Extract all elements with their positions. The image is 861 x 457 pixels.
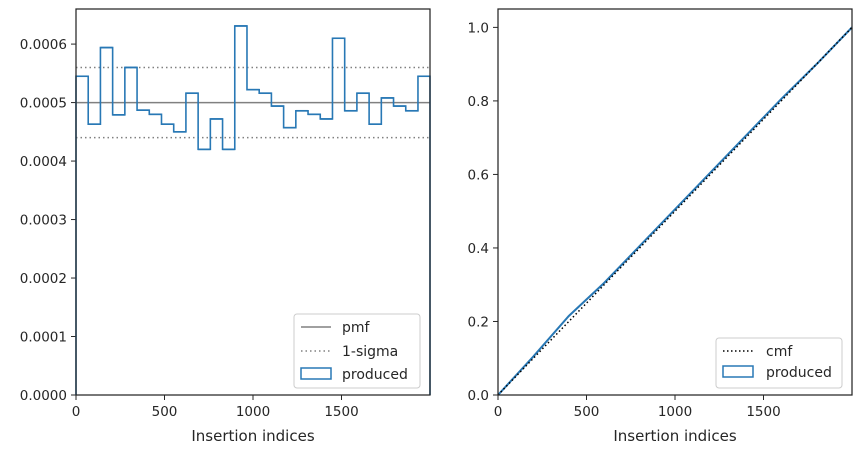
y-tick-label: 0.0000: [20, 388, 67, 404]
legend-produced-swatch: [300, 367, 332, 380]
cmf-chart-xlabel: Insertion indices: [613, 427, 736, 445]
y-tick-label: 0.0003: [20, 213, 67, 229]
y-tick-label: 0.0006: [20, 37, 67, 53]
legend-produced-swatch: [722, 365, 754, 378]
pmf-chart-xlabel: Insertion indices: [191, 427, 314, 445]
y-tick-label: 1.0: [468, 20, 489, 36]
y-tick-label: 0.0: [468, 388, 489, 404]
legend-sigma-label: 1-sigma: [342, 344, 398, 360]
pmf-chart-panel: 0 500 1000 1500 0.0000 0.0001 0.0002 0.0003 0.00…: [20, 8, 431, 445]
cmf-line: [497, 26, 853, 396]
cmf-chart-panel: 0 500 1000 1500 0.0 0.2 0.4 0.6 0.8 1.0 Insertion…: [468, 8, 853, 445]
legend-produced-label: produced: [766, 365, 832, 381]
y-tick-label: 0.0002: [20, 271, 67, 287]
x-tick-label: 500: [152, 404, 178, 420]
y-tick-label: 0.8: [468, 94, 489, 110]
x-tick-label: 500: [574, 404, 600, 420]
legend-produced-label: produced: [342, 367, 408, 383]
produced-cumulative-line: [497, 26, 853, 396]
pmf-chart-frame: [75, 8, 431, 396]
produced-histogram: [75, 25, 431, 395]
pmf-chart-ticks: 0 500 1000 1500 0.0000 0.0001 0.0002 0.0003 0.00…: [20, 37, 359, 420]
y-tick-label: 0.0004: [20, 154, 67, 170]
x-tick-label: 1000: [658, 404, 692, 420]
x-tick-label: 1000: [236, 404, 270, 420]
cmf-chart-frame: [497, 8, 853, 396]
y-tick-label: 0.6: [468, 167, 489, 183]
x-tick-label: 1500: [324, 404, 358, 420]
legend-cmf-label: cmf: [766, 344, 793, 360]
x-tick-label: 0: [72, 404, 81, 420]
legend-pmf-label: pmf: [342, 320, 371, 336]
x-tick-label: 1500: [746, 404, 780, 420]
y-tick-label: 0.0005: [20, 96, 67, 112]
y-tick-label: 0.4: [468, 241, 489, 257]
cmf-chart-legend: cmf produced: [715, 337, 843, 389]
pmf-chart-legend: pmf 1-sigma produced: [293, 313, 421, 389]
x-tick-label: 0: [494, 404, 503, 420]
y-tick-label: 0.0001: [20, 330, 67, 346]
y-tick-label: 0.2: [468, 314, 489, 330]
legend-frame: [293, 313, 421, 389]
cmf-chart-ticks: 0 500 1000 1500 0.0 0.2 0.4 0.6 0.8 1.0: [468, 20, 781, 420]
